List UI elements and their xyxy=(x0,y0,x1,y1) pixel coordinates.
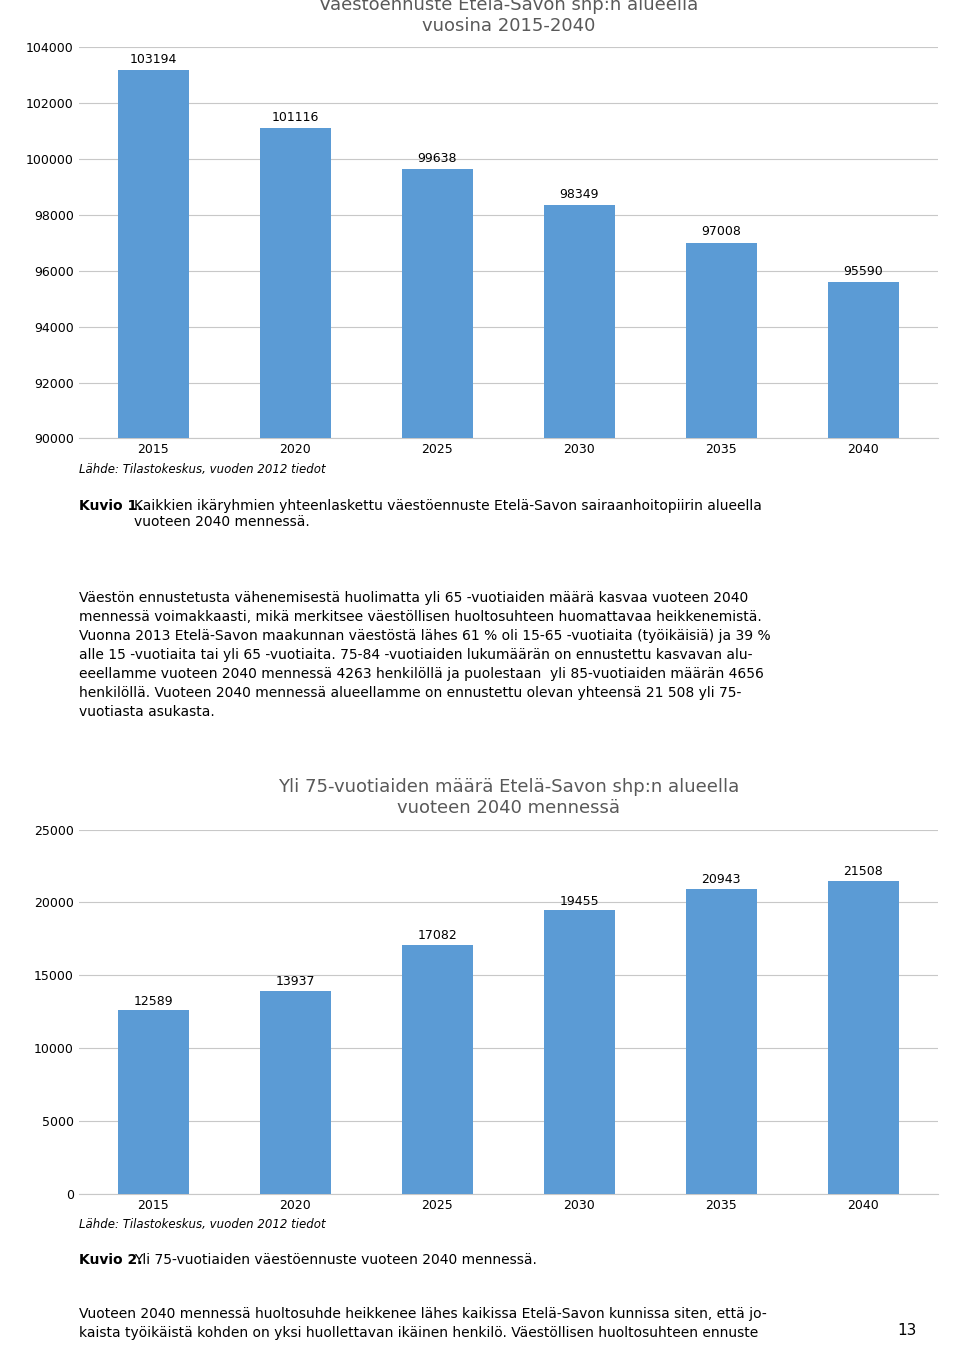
Title: Väestöennuste Etelä-Savon shp:n alueella
vuosina 2015-2040: Väestöennuste Etelä-Savon shp:n alueella… xyxy=(319,0,698,35)
Text: Kaikkien ikäryhmien yhteenlaskettu väestöennuste Etelä-Savon sairaanhoitopiirin : Kaikkien ikäryhmien yhteenlaskettu väest… xyxy=(134,499,762,529)
Bar xyxy=(543,911,614,1194)
Bar xyxy=(685,889,756,1194)
Text: 101116: 101116 xyxy=(272,111,319,124)
Text: Kuvio 2.: Kuvio 2. xyxy=(79,1253,142,1267)
Text: 19455: 19455 xyxy=(560,894,599,908)
Text: Yli 75-vuotiaiden väestöennuste vuoteen 2040 mennessä.: Yli 75-vuotiaiden väestöennuste vuoteen … xyxy=(134,1253,538,1267)
Text: 20943: 20943 xyxy=(702,873,741,886)
Text: 12589: 12589 xyxy=(133,994,173,1008)
Text: 13937: 13937 xyxy=(276,975,315,987)
Bar xyxy=(543,205,614,1349)
Text: 99638: 99638 xyxy=(418,152,457,165)
Bar xyxy=(828,282,899,1349)
Text: 21508: 21508 xyxy=(844,865,883,878)
Text: Kuvio 1.: Kuvio 1. xyxy=(79,499,142,513)
Bar xyxy=(118,70,189,1349)
Bar xyxy=(118,1010,189,1194)
Bar xyxy=(402,946,473,1194)
Text: 17082: 17082 xyxy=(418,929,457,942)
Bar xyxy=(260,128,331,1349)
Text: Lähde: Tilastokeskus, vuoden 2012 tiedot: Lähde: Tilastokeskus, vuoden 2012 tiedot xyxy=(79,1218,325,1232)
Text: 97008: 97008 xyxy=(702,225,741,239)
Text: Väestön ennustetusta vähenemisestä huolimatta yli 65 -vuotiaiden määrä kasvaa vu: Väestön ennustetusta vähenemisestä huoli… xyxy=(79,591,770,719)
Text: 98349: 98349 xyxy=(560,188,599,201)
Bar xyxy=(260,990,331,1194)
Text: Vuoteen 2040 mennessä huoltosuhde heikkenee lähes kaikissa Etelä-Savon kunnissa : Vuoteen 2040 mennessä huoltosuhde heikke… xyxy=(79,1307,766,1340)
Text: 95590: 95590 xyxy=(844,264,883,278)
Bar xyxy=(685,243,756,1349)
Bar xyxy=(402,169,473,1349)
Bar xyxy=(828,881,899,1194)
Text: 13: 13 xyxy=(898,1323,917,1338)
Title: Yli 75-vuotiaiden määrä Etelä-Savon shp:n alueella
vuoteen 2040 mennessä: Yli 75-vuotiaiden määrä Etelä-Savon shp:… xyxy=(277,778,739,817)
Text: 103194: 103194 xyxy=(130,53,177,66)
Text: Lähde: Tilastokeskus, vuoden 2012 tiedot: Lähde: Tilastokeskus, vuoden 2012 tiedot xyxy=(79,463,325,476)
